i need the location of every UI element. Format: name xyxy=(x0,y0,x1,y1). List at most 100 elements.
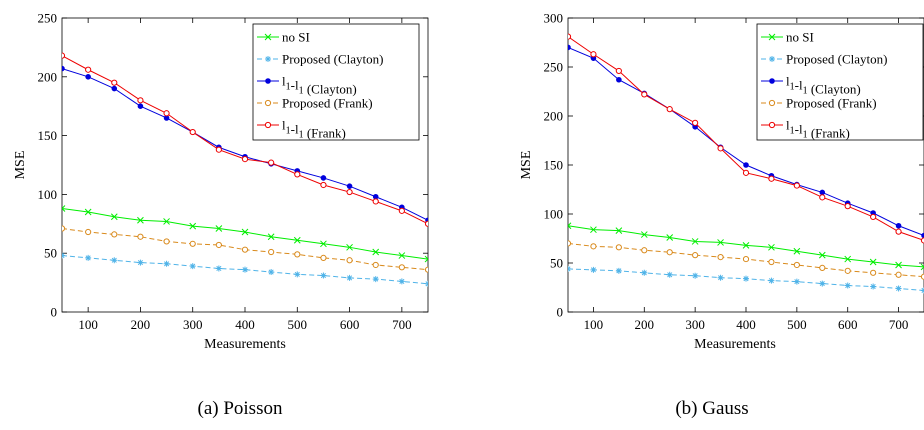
data-point xyxy=(641,247,648,254)
data-point xyxy=(320,175,327,181)
legend-entry: Proposed (Clayton) xyxy=(282,52,383,67)
data-point xyxy=(793,247,801,255)
y-tick-label: 150 xyxy=(544,158,564,173)
data-point xyxy=(268,248,275,256)
data-point xyxy=(137,103,144,109)
legend-entry: no SI xyxy=(786,30,814,45)
data-point xyxy=(241,228,249,236)
data-point xyxy=(743,162,749,168)
data-point xyxy=(189,240,196,247)
data-point xyxy=(692,252,699,259)
data-point xyxy=(920,237,924,244)
data-point xyxy=(372,198,379,205)
data-point xyxy=(398,278,405,285)
data-point xyxy=(398,252,406,259)
legend-entry: l1-l1 (Frank) xyxy=(786,118,850,141)
legend-marker xyxy=(768,99,776,107)
data-point xyxy=(692,119,699,126)
data-point xyxy=(425,280,428,287)
y-tick-label: 50 xyxy=(44,246,57,261)
series-l1-l1-frank- xyxy=(568,33,924,244)
legend: no SI Proposed (Clayton) l1-l1 (Clayton)Pr… xyxy=(252,23,420,141)
y-tick-label: 200 xyxy=(544,109,564,124)
data-point xyxy=(717,254,724,261)
legend-entry: Proposed (Clayton) xyxy=(786,52,887,67)
series-no-si xyxy=(62,205,428,263)
data-point xyxy=(268,269,275,276)
data-point xyxy=(641,91,648,98)
data-point xyxy=(320,272,327,279)
data-point xyxy=(163,110,170,117)
data-point xyxy=(615,267,622,274)
data-point xyxy=(743,275,749,282)
x-tick-label: 700 xyxy=(889,317,909,332)
data-point xyxy=(294,171,301,178)
y-tick-label: 250 xyxy=(38,11,58,26)
x-tick-label: 500 xyxy=(787,317,807,332)
data-point xyxy=(424,220,428,227)
legend-entry: Proposed (Frank) xyxy=(282,96,373,111)
data-point xyxy=(616,76,622,83)
data-point xyxy=(62,205,66,212)
series-proposed-clayton- xyxy=(62,252,428,287)
data-point xyxy=(111,231,118,238)
y-tick-label: 250 xyxy=(544,60,564,75)
legend-entry: Proposed (Frank) xyxy=(786,96,877,111)
legend-marker xyxy=(265,56,271,62)
x-tick-label: 400 xyxy=(235,317,255,332)
data-point xyxy=(895,222,902,229)
data-point xyxy=(215,225,223,232)
legend-box xyxy=(756,23,924,141)
data-point xyxy=(568,240,572,247)
data-point xyxy=(819,264,826,271)
data-point xyxy=(895,261,902,269)
data-point xyxy=(111,257,118,264)
data-point xyxy=(742,242,750,249)
data-point xyxy=(590,243,597,250)
subfigure-caption: (a) Poisson xyxy=(198,398,283,419)
data-point xyxy=(895,285,902,292)
data-point xyxy=(398,264,405,271)
legend-marker xyxy=(264,99,272,107)
y-tick-label: 100 xyxy=(544,207,564,222)
x-tick-label: 700 xyxy=(392,317,412,332)
data-point xyxy=(62,252,65,259)
data-point xyxy=(615,67,622,75)
x-tick-label: 200 xyxy=(131,317,151,332)
data-point xyxy=(844,282,851,289)
chart-panel-1: 100 200 300 400 500 600 700 0 50 100 150 200 250 Meas… xyxy=(13,11,429,419)
data-point xyxy=(189,222,197,230)
data-point xyxy=(372,276,379,283)
data-point xyxy=(869,258,877,266)
y-tick-label: 100 xyxy=(38,187,58,202)
x-tick-label: 300 xyxy=(183,317,203,332)
data-point xyxy=(742,169,750,176)
legend-marker xyxy=(265,78,271,84)
y-axis-label: MSE xyxy=(519,151,534,180)
data-point xyxy=(844,203,851,210)
data-point xyxy=(424,266,428,273)
data-point xyxy=(568,265,571,272)
data-point xyxy=(85,254,92,261)
x-tick-label: 400 xyxy=(736,317,756,332)
legend-marker xyxy=(264,33,272,41)
data-point xyxy=(215,241,222,249)
data-point xyxy=(666,271,673,278)
data-point xyxy=(844,267,851,274)
data-point xyxy=(346,243,353,251)
data-point xyxy=(895,271,902,278)
data-point xyxy=(568,44,571,51)
data-point xyxy=(921,232,924,239)
legend: no SI Proposed (Clayton) l1-l1 (Clayton)Pr… xyxy=(756,23,924,141)
data-point xyxy=(666,106,673,113)
data-point xyxy=(615,244,622,251)
y-tick-label: 0 xyxy=(51,305,58,320)
data-point xyxy=(62,225,66,232)
data-point xyxy=(137,216,144,224)
y-tick-label: 150 xyxy=(38,128,58,143)
data-point xyxy=(398,207,405,214)
series-proposed-clayton- xyxy=(568,265,924,294)
data-point xyxy=(641,269,648,276)
data-point xyxy=(62,52,66,59)
data-point xyxy=(819,189,826,196)
